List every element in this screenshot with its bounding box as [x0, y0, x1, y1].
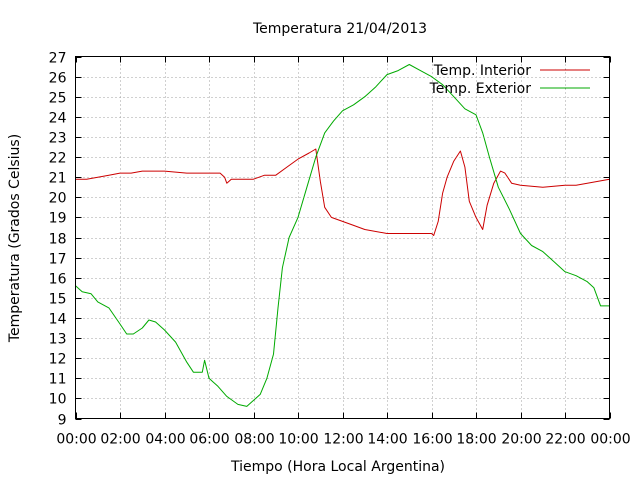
x-tick-label: 18:00 — [456, 432, 496, 448]
y-tick-label: 13 — [49, 332, 67, 348]
series-line-interior — [75, 148, 610, 236]
y-tick-label: 21 — [49, 171, 67, 187]
y-tick-label: 27 — [49, 51, 67, 67]
x-tick-label: 04:00 — [145, 432, 185, 448]
x-tick-label: 14:00 — [367, 432, 407, 448]
y-tick-label: 20 — [49, 191, 67, 207]
y-tick-label: 18 — [49, 232, 67, 248]
y-tick-label: 12 — [49, 352, 67, 368]
y-axis-label: Temperatura (Grados Celsius) — [7, 134, 23, 343]
x-tick-label: 12:00 — [323, 432, 363, 448]
y-tick-label: 19 — [49, 211, 67, 227]
legend-label-interior: Temp. Interior — [433, 63, 532, 79]
ticks: 9 10 11 12 13 14 15 16 17 18 19 20 21 22 23 24 25 26 27 00:… — [49, 51, 631, 448]
x-tick-label: 00:00 — [590, 432, 630, 448]
x-tick-label: 08:00 — [234, 432, 274, 448]
x-axis-label: Tiempo (Hora Local Argentina) — [230, 459, 445, 475]
x-tick-label: 22:00 — [545, 432, 585, 448]
y-tick-label: 9 — [58, 413, 67, 429]
y-tick-label: 10 — [49, 392, 67, 408]
y-tick-label: 15 — [49, 292, 67, 308]
y-tick-label: 16 — [49, 272, 67, 288]
grid — [75, 56, 610, 419]
legend: Temp. Interior Temp. Exterior — [429, 63, 590, 97]
chart-title: Temperatura 21/04/2013 — [252, 21, 427, 37]
y-tick-label: 17 — [49, 252, 67, 268]
y-tick-label: 22 — [49, 151, 67, 167]
x-tick-label: 16:00 — [412, 432, 452, 448]
plot-frame — [75, 56, 610, 419]
series-layer — [75, 64, 610, 407]
y-tick-label: 23 — [49, 131, 67, 147]
y-tick-label: 14 — [49, 312, 67, 328]
x-tick-label: 02:00 — [100, 432, 140, 448]
legend-label-exterior: Temp. Exterior — [429, 81, 532, 97]
y-tick-label: 24 — [49, 111, 67, 127]
y-tick-label: 25 — [49, 91, 67, 107]
y-tick-label: 26 — [49, 71, 67, 87]
x-tick-label: 20:00 — [501, 432, 541, 448]
x-tick-label: 00:00 — [56, 432, 96, 448]
x-tick-label: 06:00 — [189, 432, 229, 448]
series-line-exterior — [75, 64, 610, 407]
x-tick-label: 10:00 — [278, 432, 318, 448]
y-tick-label: 11 — [49, 372, 67, 388]
